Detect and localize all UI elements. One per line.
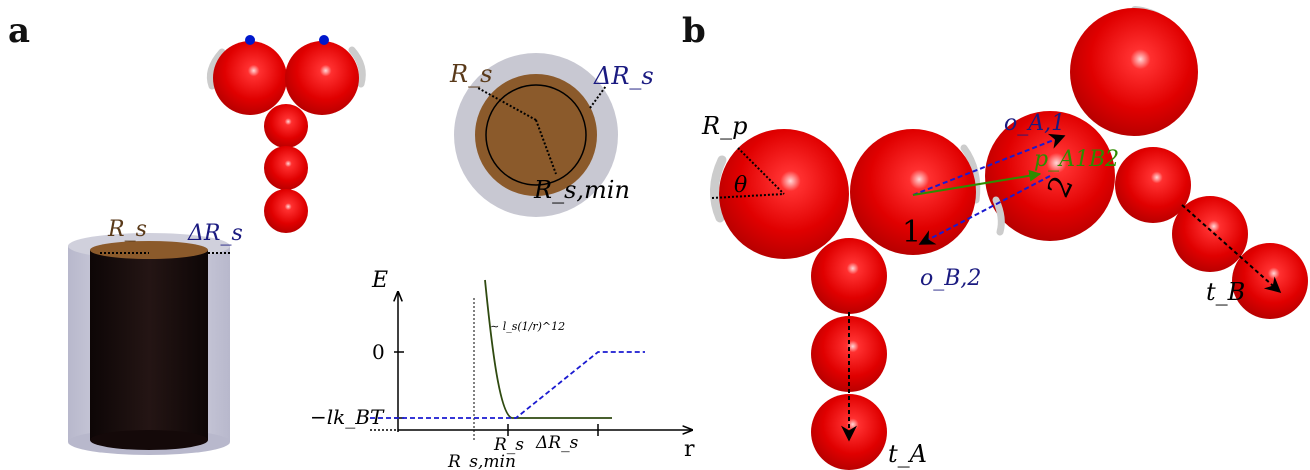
patch-geometry: R_p θ xyxy=(701,112,785,199)
rs-line xyxy=(477,87,537,121)
potential-plot: E r 0 −lk_BT R_s ΔR_s R_s,min ∼ l_s(1/r)… xyxy=(310,268,695,470)
attractive-potential xyxy=(370,351,645,419)
cylinder-diagram: R_s ΔR_s xyxy=(68,217,243,455)
dr-line xyxy=(589,85,607,109)
bead xyxy=(264,146,308,190)
circle-diagram: R_s ΔR_s R_s,min xyxy=(449,53,654,217)
bead xyxy=(1115,147,1191,223)
oA1-vector xyxy=(912,133,1066,196)
oA1-label: o_A,1 xyxy=(1004,111,1065,136)
bead xyxy=(811,238,887,314)
plot-x-tick-rs: R_s xyxy=(493,435,524,455)
bead xyxy=(850,129,976,255)
pA1B2-vector xyxy=(912,169,1042,196)
rp-line xyxy=(737,147,785,195)
panel-a-letter: a xyxy=(8,11,30,51)
patch-left xyxy=(710,155,727,223)
plot-y-tick-lkbt: −lk_BT xyxy=(310,405,385,429)
bead xyxy=(264,189,308,233)
bead xyxy=(1172,196,1248,272)
panel-b-letter: b xyxy=(682,11,706,51)
tB-vector xyxy=(1181,204,1282,294)
vectors: o_A,1 p_A1B2 o_B,2 1 2 t_A t_B xyxy=(841,111,1282,468)
tA-label: t_A xyxy=(888,440,927,468)
rp-label: R_p xyxy=(701,112,747,140)
blue-dot xyxy=(245,35,255,45)
rmin-line xyxy=(535,119,557,175)
small-molecule xyxy=(206,35,366,233)
core-circle xyxy=(475,74,597,196)
blue-dot xyxy=(319,35,329,45)
cylinder-core-bottom xyxy=(90,430,208,450)
oB2-vector xyxy=(918,175,1051,245)
cylinder-dr-label: ΔR_s xyxy=(187,221,243,246)
bead xyxy=(264,104,308,148)
bead xyxy=(213,41,287,115)
theta-label: θ xyxy=(734,173,747,198)
patch-left xyxy=(206,48,226,90)
pA1B2-label: p_A1B2 xyxy=(1034,147,1119,172)
tB-label: t_B xyxy=(1206,278,1245,306)
oB2-label: o_B,2 xyxy=(920,266,981,291)
plot-y-tick-zero: 0 xyxy=(372,340,385,364)
cylinder-core-top xyxy=(90,241,208,259)
bead xyxy=(285,41,359,115)
patch-right xyxy=(348,46,366,88)
cylinder-r-label: R_s xyxy=(107,217,147,242)
plot-x-tick-rmin: R_s,min xyxy=(447,452,516,470)
curve-annotation: ∼ l_s(1/r)^12 xyxy=(490,320,565,333)
cylinder-core xyxy=(90,250,208,440)
plot-y-label: E xyxy=(371,268,388,293)
theta-line xyxy=(711,193,785,199)
rmin-circle xyxy=(485,84,587,186)
num-1-label: 1 xyxy=(902,215,921,250)
circle-r-label: R_s xyxy=(449,60,492,88)
lj-curve xyxy=(484,279,612,419)
plot-x-tick-drs: ΔR_s xyxy=(535,433,579,453)
patch-middle xyxy=(960,144,981,204)
bead xyxy=(1070,8,1198,136)
circle-dr-label: ΔR_s xyxy=(593,62,654,90)
circle-rmin-label: R_s,min xyxy=(533,176,630,204)
plot-x-label: r xyxy=(684,437,695,462)
